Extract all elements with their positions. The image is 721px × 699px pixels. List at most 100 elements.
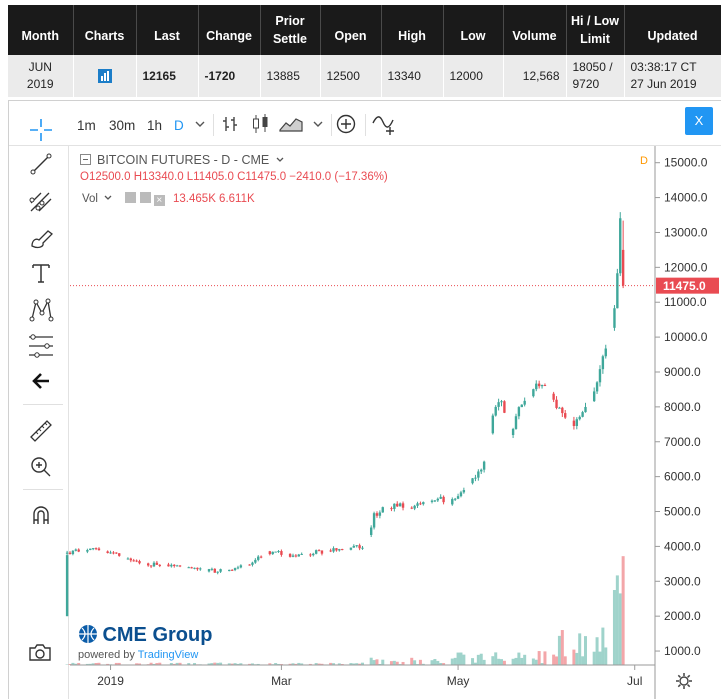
candle: [254, 558, 257, 564]
price-tick-label: 5000.0: [664, 505, 701, 519]
candle: [129, 557, 133, 563]
trendline-icon[interactable]: [29, 152, 53, 176]
chevron-down-icon[interactable]: [276, 157, 284, 163]
add-compare-icon[interactable]: [336, 114, 356, 134]
pattern-icon[interactable]: [28, 297, 54, 323]
close-icon[interactable]: ×: [153, 195, 165, 206]
drawing-toolbar: [9, 119, 69, 699]
candle: [459, 490, 463, 498]
toolbar-divider: [365, 114, 366, 136]
brush-icon[interactable]: [28, 226, 56, 250]
candle: [277, 550, 280, 553]
candle: [115, 552, 118, 554]
price-tick-label: 14000.0: [664, 191, 708, 205]
candle: [173, 564, 176, 568]
eye-icon[interactable]: [125, 192, 137, 203]
chart-toolbar: 1m 30m 1h D: [9, 101, 721, 146]
candle: [236, 565, 240, 570]
volume-bar: [560, 630, 564, 665]
volume-bar: [557, 635, 561, 665]
price-tick-label: 11000.0: [664, 295, 707, 309]
interval-1h[interactable]: 1h: [147, 118, 163, 133]
candle: [558, 406, 561, 409]
bar-type-icon[interactable]: [221, 115, 239, 133]
candle: [378, 510, 382, 519]
symbol-legend[interactable]: BITCOIN FUTURES - D - CME: [80, 153, 284, 167]
candle: [317, 549, 321, 552]
candle: [248, 564, 251, 566]
text-icon[interactable]: [31, 262, 51, 284]
price-axis[interactable]: 15000.0 14000.0 13000.0 12000.0 11000.0 10000…: [654, 146, 719, 699]
chevron-down-icon[interactable]: [104, 195, 112, 201]
pitchfork-icon[interactable]: [28, 189, 54, 215]
candle: [564, 410, 567, 419]
zoom-in-icon[interactable]: [29, 455, 53, 479]
volume-bar: [615, 575, 619, 665]
powered-by-label: powered by: [78, 649, 135, 661]
volume-bar: [294, 663, 298, 665]
camera-icon[interactable]: [28, 642, 52, 662]
settings-gear-icon[interactable]: [675, 672, 693, 690]
candle: [257, 555, 260, 562]
volume-bar: [581, 656, 585, 665]
price-tick-label: 4000.0: [664, 539, 701, 553]
candle: [503, 400, 506, 414]
candle: [118, 553, 121, 557]
volume-bar: [349, 663, 353, 665]
fib-icon[interactable]: [27, 333, 55, 359]
candle: [595, 381, 599, 394]
candle: [523, 397, 526, 407]
candle: [152, 561, 156, 568]
bar-chart-icon[interactable]: [97, 69, 112, 84]
volume-bar: [543, 651, 547, 665]
candle: [578, 415, 581, 421]
candle: [89, 548, 92, 551]
back-arrow-icon[interactable]: [31, 372, 51, 390]
vol-values: 13.465K 6.611K: [173, 193, 255, 205]
volume-bar: [572, 649, 576, 665]
candle: [520, 404, 523, 408]
interval-30m[interactable]: 30m: [109, 118, 136, 133]
header-charts: Charts: [73, 5, 137, 55]
interval-1m[interactable]: 1m: [77, 118, 96, 133]
time-axis[interactable]: 2019 Mar May Jul: [70, 664, 655, 688]
volume-bar: [291, 663, 295, 665]
candle: [309, 553, 312, 558]
volume-bar: [361, 662, 364, 665]
powered-by[interactable]: powered by TradingView: [78, 649, 198, 661]
magnet-icon[interactable]: [30, 504, 52, 526]
ruler-icon[interactable]: [28, 418, 54, 444]
indicator-icon[interactable]: [371, 113, 397, 135]
interval-d[interactable]: D: [174, 118, 184, 133]
candle: [613, 305, 616, 331]
candle: [621, 220, 625, 289]
collapse-icon[interactable]: [80, 154, 91, 165]
crosshair-icon[interactable]: [28, 117, 54, 143]
time-tick-label: 2019: [97, 674, 124, 688]
candle-icon[interactable]: [251, 114, 269, 134]
volume-bar: [268, 663, 272, 665]
chevron-down-icon[interactable]: [195, 120, 205, 128]
volume-bar: [207, 663, 211, 665]
candle: [274, 551, 277, 553]
close-button[interactable]: X: [685, 107, 713, 135]
cme-logo[interactable]: CME Group: [78, 624, 212, 647]
area-icon[interactable]: [279, 115, 303, 133]
settings-gear-icon[interactable]: [139, 192, 151, 203]
candle: [207, 568, 211, 573]
volume-bar: [612, 590, 616, 665]
d-marker: D: [640, 155, 648, 167]
volume-bar: [149, 662, 153, 665]
tradingview-link[interactable]: TradingView: [137, 649, 199, 661]
volume-bar: [442, 663, 446, 665]
chevron-down-icon[interactable]: [313, 120, 323, 128]
volume-bar: [462, 654, 466, 665]
volume-bar: [491, 656, 495, 665]
cell-updated: 03:38:17 CT 27 Jun 2019: [624, 55, 721, 97]
cell-charts[interactable]: [73, 55, 137, 97]
volume-bar: [418, 659, 422, 665]
volume-bar: [74, 663, 78, 665]
volume-legend[interactable]: Vol × 13.465K 6.611K: [82, 192, 255, 206]
volume-bar: [227, 663, 231, 665]
